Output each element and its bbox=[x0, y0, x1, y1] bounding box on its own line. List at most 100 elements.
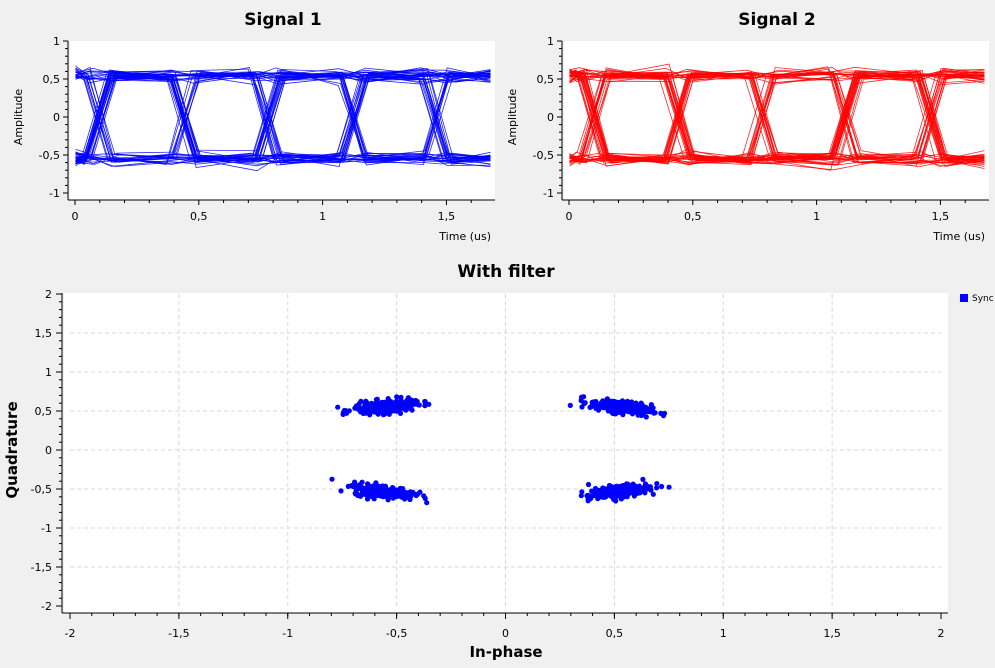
constellation-point bbox=[362, 400, 368, 407]
constellation-point bbox=[632, 484, 638, 490]
signal1-plot-area bbox=[70, 41, 495, 200]
constellation-point bbox=[421, 493, 427, 499]
constellation-point bbox=[617, 404, 624, 410]
constellation-point bbox=[593, 402, 600, 408]
signal1-y-ticks: 1 0,5 0 -0,5 -1 bbox=[39, 35, 68, 200]
constellation-point bbox=[413, 397, 419, 404]
signal2-x-ticks: 0 0,5 1 1,5 bbox=[566, 200, 966, 223]
constellation-point bbox=[626, 404, 633, 410]
constellation-x-label: In-phase bbox=[469, 643, 542, 661]
constellation-point bbox=[422, 398, 428, 405]
signal2-ytick-label: 1 bbox=[547, 35, 554, 48]
constellation-chart: With filter 2 1,5 1 0,5 0 -0,5 -1 -1,5 -2 -2 -1,5… bbox=[3, 262, 994, 661]
constellation-ytick-label: 0,5 bbox=[35, 405, 53, 418]
signal1-trace bbox=[75, 68, 491, 152]
signal2-ytick-label: 0,5 bbox=[537, 73, 555, 86]
signal1-x-label: Time (us) bbox=[438, 230, 491, 243]
signal1-chart: Signal 1 10,50-0,5-1 0 0,5 1 1,5 Amplitude … bbox=[12, 10, 495, 243]
signal2-trace bbox=[569, 69, 985, 165]
constellation-point bbox=[367, 412, 373, 418]
constellation-ytick-label: 0 bbox=[45, 444, 52, 457]
constellation-ytick-label: 1,5 bbox=[35, 327, 53, 340]
constellation-point bbox=[352, 491, 359, 497]
constellation-point bbox=[659, 483, 665, 490]
constellation-point bbox=[606, 405, 612, 411]
constellation-point bbox=[359, 479, 365, 485]
signal2-chart: Signal 2 10,50-0,5-1 0 0,5 1 1,5 Amplitude … bbox=[506, 10, 989, 243]
signal2-y-label: Amplitude bbox=[506, 89, 519, 146]
legend-label: Sync bbox=[972, 294, 994, 304]
constellation-point bbox=[409, 407, 415, 413]
constellation-xtick-label: 1 bbox=[720, 627, 727, 640]
signal1-trace bbox=[75, 70, 491, 158]
constellation-point bbox=[636, 488, 643, 494]
constellation-ytick-label: 1 bbox=[45, 366, 52, 379]
signal2-trace bbox=[569, 69, 985, 165]
constellation-point bbox=[392, 487, 398, 493]
constellation-point bbox=[390, 494, 396, 500]
signal1-xtick-label: 1,5 bbox=[438, 210, 456, 223]
constellation-point bbox=[422, 403, 428, 409]
constellation-point bbox=[635, 412, 641, 418]
constellation-point bbox=[426, 401, 432, 407]
constellation-point bbox=[335, 404, 341, 410]
constellation-xtick-label: -0,5 bbox=[386, 627, 407, 640]
constellation-xtick-label: 0,5 bbox=[606, 627, 624, 640]
signal1-trace bbox=[75, 70, 491, 166]
constellation-point bbox=[400, 486, 406, 492]
signal1-x-ticks: 0 0,5 1 1,5 bbox=[72, 200, 472, 223]
constellation-point bbox=[615, 492, 622, 498]
constellation-point bbox=[360, 410, 366, 416]
constellation-xtick-label: 1,5 bbox=[823, 627, 841, 640]
signal1-y-label: Amplitude bbox=[12, 89, 25, 146]
constellation-legend[interactable]: Sync bbox=[960, 294, 994, 304]
constellation-point bbox=[589, 493, 596, 499]
signal1-trace bbox=[75, 70, 491, 163]
constellation-xtick-label: -1 bbox=[282, 627, 293, 640]
constellation-point bbox=[369, 489, 375, 495]
constellation-point bbox=[610, 491, 616, 497]
constellation-point bbox=[358, 484, 365, 491]
signal2-trace bbox=[569, 71, 985, 162]
signal2-trace bbox=[569, 72, 985, 163]
signal2-xtick-label: 1 bbox=[813, 210, 820, 223]
constellation-point bbox=[666, 484, 672, 490]
constellation-point bbox=[579, 489, 585, 495]
constellation-point bbox=[392, 404, 398, 410]
constellation-point bbox=[609, 486, 615, 493]
signal2-ytick-label: -1 bbox=[543, 187, 554, 200]
signal1-xtick-label: 0 bbox=[72, 210, 79, 223]
constellation-ytick-label: -0,5 bbox=[31, 483, 52, 496]
signal2-trace bbox=[569, 66, 985, 80]
constellation-xtick-label: -2 bbox=[65, 627, 76, 640]
constellation-ytick-label: -1 bbox=[41, 522, 52, 535]
constellation-ytick-label: -1,5 bbox=[31, 561, 52, 574]
constellation-point bbox=[578, 397, 584, 404]
signal2-trace bbox=[569, 71, 985, 164]
constellation-point bbox=[640, 476, 646, 482]
signal2-y-ticks: 1 0,5 0 -0,5 -1 bbox=[533, 35, 562, 200]
signal1-traces bbox=[75, 65, 491, 172]
constellation-point bbox=[352, 479, 358, 485]
constellation-x-ticks: -2 -1,5 -1 -0,5 0 0,5 1 1,5 2 bbox=[65, 613, 945, 640]
constellation-point bbox=[409, 397, 415, 403]
signal2-trace bbox=[569, 72, 985, 171]
constellation-point bbox=[648, 402, 655, 408]
constellation-point bbox=[624, 398, 631, 404]
constellation-grid bbox=[70, 294, 941, 606]
constellation-point bbox=[384, 403, 390, 409]
constellation-point bbox=[654, 481, 660, 487]
constellation-y-ticks: 2 1,5 1 0,5 0 -0,5 -1 -1,5 -2 bbox=[31, 288, 62, 613]
constellation-point bbox=[370, 406, 376, 412]
constellation-point bbox=[384, 408, 390, 414]
signal1-ytick-label: 0 bbox=[53, 111, 60, 124]
constellation-point bbox=[602, 399, 608, 405]
signal1-trace bbox=[75, 67, 491, 161]
constellation-plot-area bbox=[64, 293, 948, 613]
signal2-xtick-label: 1,5 bbox=[932, 210, 950, 223]
constellation-point bbox=[585, 495, 591, 502]
constellation-title: With filter bbox=[457, 262, 555, 282]
constellation-point bbox=[620, 487, 626, 493]
constellation-point bbox=[379, 399, 385, 405]
